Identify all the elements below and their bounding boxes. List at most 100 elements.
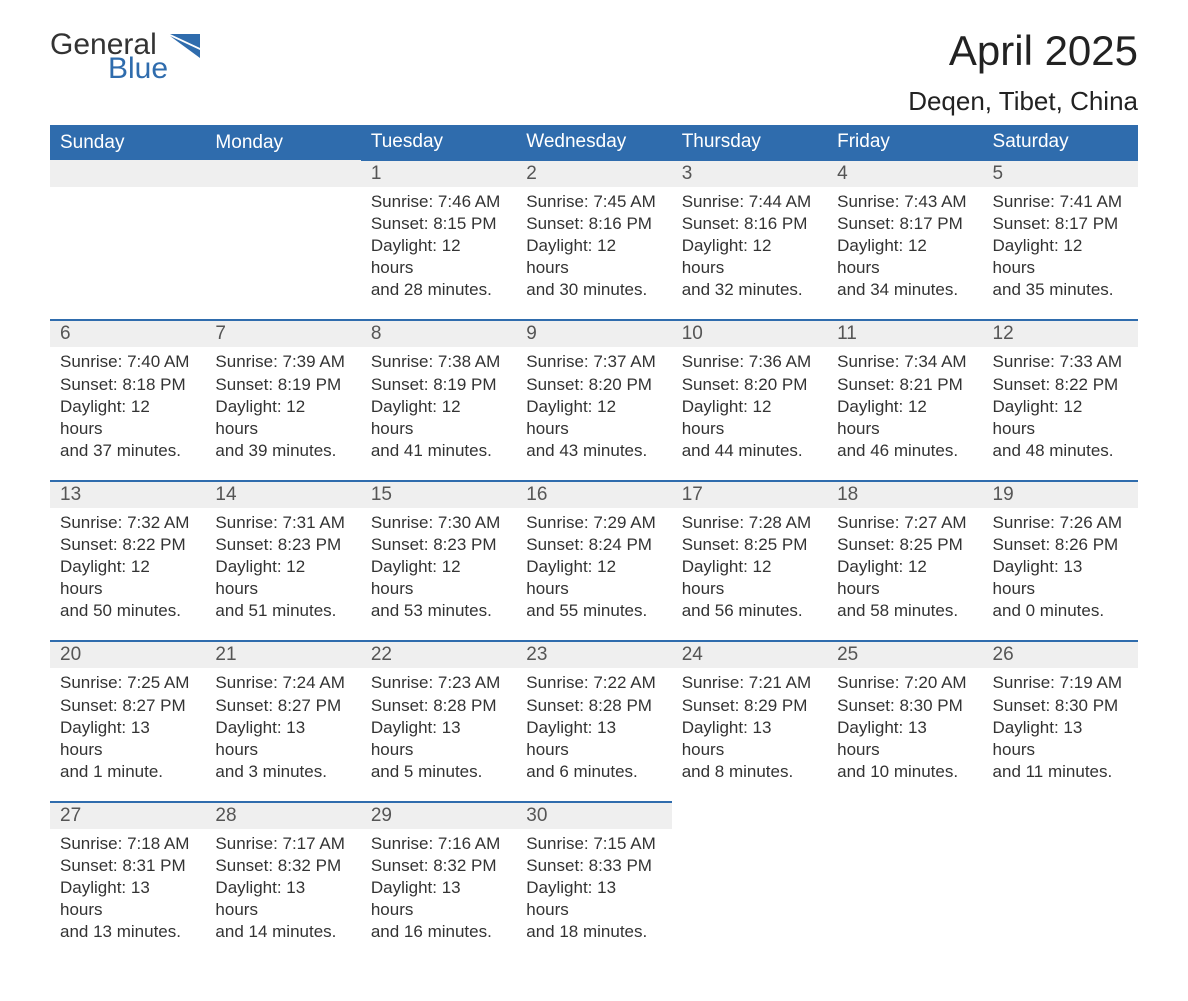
sunset-text: Sunset: 8:19 PM <box>215 374 350 396</box>
day-cell: Sunrise: 7:24 AMSunset: 8:27 PMDaylight:… <box>205 668 360 801</box>
sunrise-text: Sunrise: 7:28 AM <box>682 512 817 534</box>
day-number: 11 <box>827 320 982 347</box>
day2-text: and 56 minutes. <box>682 600 817 622</box>
sunset-text: Sunset: 8:22 PM <box>993 374 1128 396</box>
day-cell: Sunrise: 7:41 AMSunset: 8:17 PMDaylight:… <box>983 187 1138 320</box>
sunrise-text: Sunrise: 7:29 AM <box>526 512 661 534</box>
day1-text: Daylight: 12 hours <box>526 396 661 440</box>
sunrise-text: Sunrise: 7:19 AM <box>993 672 1128 694</box>
day2-text: and 0 minutes. <box>993 600 1128 622</box>
calendar-week-row: Sunrise: 7:25 AMSunset: 8:27 PMDaylight:… <box>50 668 1138 801</box>
logo: General Blue <box>50 30 204 84</box>
day-number: 5 <box>983 160 1138 187</box>
day1-text: Daylight: 12 hours <box>371 235 506 279</box>
day-cell: Sunrise: 7:21 AMSunset: 8:29 PMDaylight:… <box>672 668 827 801</box>
day-cell: Sunrise: 7:22 AMSunset: 8:28 PMDaylight:… <box>516 668 671 801</box>
day2-text: and 34 minutes. <box>837 279 972 301</box>
day2-text: and 50 minutes. <box>60 600 195 622</box>
sunrise-text: Sunrise: 7:23 AM <box>371 672 506 694</box>
sunrise-text: Sunrise: 7:40 AM <box>60 351 195 373</box>
day1-text: Daylight: 13 hours <box>60 717 195 761</box>
day2-text: and 58 minutes. <box>837 600 972 622</box>
weekday-col: Tuesday <box>361 125 516 160</box>
day2-text: and 32 minutes. <box>682 279 817 301</box>
daynum-row: 20212223242526 <box>50 641 1138 668</box>
sunset-text: Sunset: 8:27 PM <box>215 695 350 717</box>
day1-text: Daylight: 13 hours <box>215 717 350 761</box>
day-number: 27 <box>50 802 205 829</box>
day-number: 30 <box>516 802 671 829</box>
day2-text: and 16 minutes. <box>371 921 506 943</box>
sunset-text: Sunset: 8:17 PM <box>993 213 1128 235</box>
day-cell: Sunrise: 7:31 AMSunset: 8:23 PMDaylight:… <box>205 508 360 641</box>
day-cell: Sunrise: 7:28 AMSunset: 8:25 PMDaylight:… <box>672 508 827 641</box>
day-cell: Sunrise: 7:25 AMSunset: 8:27 PMDaylight:… <box>50 668 205 801</box>
day-number <box>205 160 360 187</box>
day-cell: Sunrise: 7:36 AMSunset: 8:20 PMDaylight:… <box>672 347 827 480</box>
sunset-text: Sunset: 8:16 PM <box>682 213 817 235</box>
day-number: 3 <box>672 160 827 187</box>
day-number: 14 <box>205 481 360 508</box>
day-cell: Sunrise: 7:16 AMSunset: 8:32 PMDaylight:… <box>361 829 516 961</box>
title-block: April 2025 Deqen, Tibet, China <box>908 30 1138 117</box>
day1-text: Daylight: 12 hours <box>682 556 817 600</box>
day-number <box>983 802 1138 829</box>
day-cell: Sunrise: 7:46 AMSunset: 8:15 PMDaylight:… <box>361 187 516 320</box>
sunset-text: Sunset: 8:22 PM <box>60 534 195 556</box>
sunrise-text: Sunrise: 7:22 AM <box>526 672 661 694</box>
daynum-row: 6789101112 <box>50 320 1138 347</box>
sunset-text: Sunset: 8:33 PM <box>526 855 661 877</box>
sunset-text: Sunset: 8:30 PM <box>993 695 1128 717</box>
weekday-col: Saturday <box>983 125 1138 160</box>
sunrise-text: Sunrise: 7:39 AM <box>215 351 350 373</box>
day2-text: and 1 minute. <box>60 761 195 783</box>
day-cell: Sunrise: 7:38 AMSunset: 8:19 PMDaylight:… <box>361 347 516 480</box>
day2-text: and 55 minutes. <box>526 600 661 622</box>
sunset-text: Sunset: 8:20 PM <box>682 374 817 396</box>
day1-text: Daylight: 13 hours <box>682 717 817 761</box>
day2-text: and 18 minutes. <box>526 921 661 943</box>
day-number <box>50 160 205 187</box>
sunrise-text: Sunrise: 7:17 AM <box>215 833 350 855</box>
sunrise-text: Sunrise: 7:16 AM <box>371 833 506 855</box>
day-number: 15 <box>361 481 516 508</box>
day2-text: and 35 minutes. <box>993 279 1128 301</box>
day1-text: Daylight: 12 hours <box>682 235 817 279</box>
day2-text: and 10 minutes. <box>837 761 972 783</box>
header-row: General Blue April 2025 Deqen, Tibet, Ch… <box>50 30 1138 117</box>
day-number: 10 <box>672 320 827 347</box>
weekday-col: Friday <box>827 125 982 160</box>
sunrise-text: Sunrise: 7:27 AM <box>837 512 972 534</box>
day-cell: Sunrise: 7:33 AMSunset: 8:22 PMDaylight:… <box>983 347 1138 480</box>
day-number: 19 <box>983 481 1138 508</box>
sunrise-text: Sunrise: 7:34 AM <box>837 351 972 373</box>
day-number: 18 <box>827 481 982 508</box>
sunset-text: Sunset: 8:28 PM <box>526 695 661 717</box>
day-number: 26 <box>983 641 1138 668</box>
day-cell: Sunrise: 7:19 AMSunset: 8:30 PMDaylight:… <box>983 668 1138 801</box>
day-cell: Sunrise: 7:40 AMSunset: 8:18 PMDaylight:… <box>50 347 205 480</box>
sunrise-text: Sunrise: 7:31 AM <box>215 512 350 534</box>
day-cell: Sunrise: 7:32 AMSunset: 8:22 PMDaylight:… <box>50 508 205 641</box>
calendar-page: General Blue April 2025 Deqen, Tibet, Ch… <box>0 0 1188 1001</box>
day-cell: Sunrise: 7:37 AMSunset: 8:20 PMDaylight:… <box>516 347 671 480</box>
sunrise-text: Sunrise: 7:25 AM <box>60 672 195 694</box>
day-cell: Sunrise: 7:44 AMSunset: 8:16 PMDaylight:… <box>672 187 827 320</box>
day1-text: Daylight: 12 hours <box>60 396 195 440</box>
day1-text: Daylight: 12 hours <box>371 556 506 600</box>
sunset-text: Sunset: 8:25 PM <box>837 534 972 556</box>
day1-text: Daylight: 12 hours <box>993 235 1128 279</box>
day2-text: and 41 minutes. <box>371 440 506 462</box>
day-cell <box>827 829 982 961</box>
sunrise-text: Sunrise: 7:20 AM <box>837 672 972 694</box>
sunrise-text: Sunrise: 7:32 AM <box>60 512 195 534</box>
sunrise-text: Sunrise: 7:41 AM <box>993 191 1128 213</box>
daynum-row: 12345 <box>50 160 1138 187</box>
day2-text: and 14 minutes. <box>215 921 350 943</box>
sunset-text: Sunset: 8:32 PM <box>215 855 350 877</box>
day2-text: and 44 minutes. <box>682 440 817 462</box>
sunrise-text: Sunrise: 7:21 AM <box>682 672 817 694</box>
day-number: 8 <box>361 320 516 347</box>
day2-text: and 43 minutes. <box>526 440 661 462</box>
day-number: 21 <box>205 641 360 668</box>
